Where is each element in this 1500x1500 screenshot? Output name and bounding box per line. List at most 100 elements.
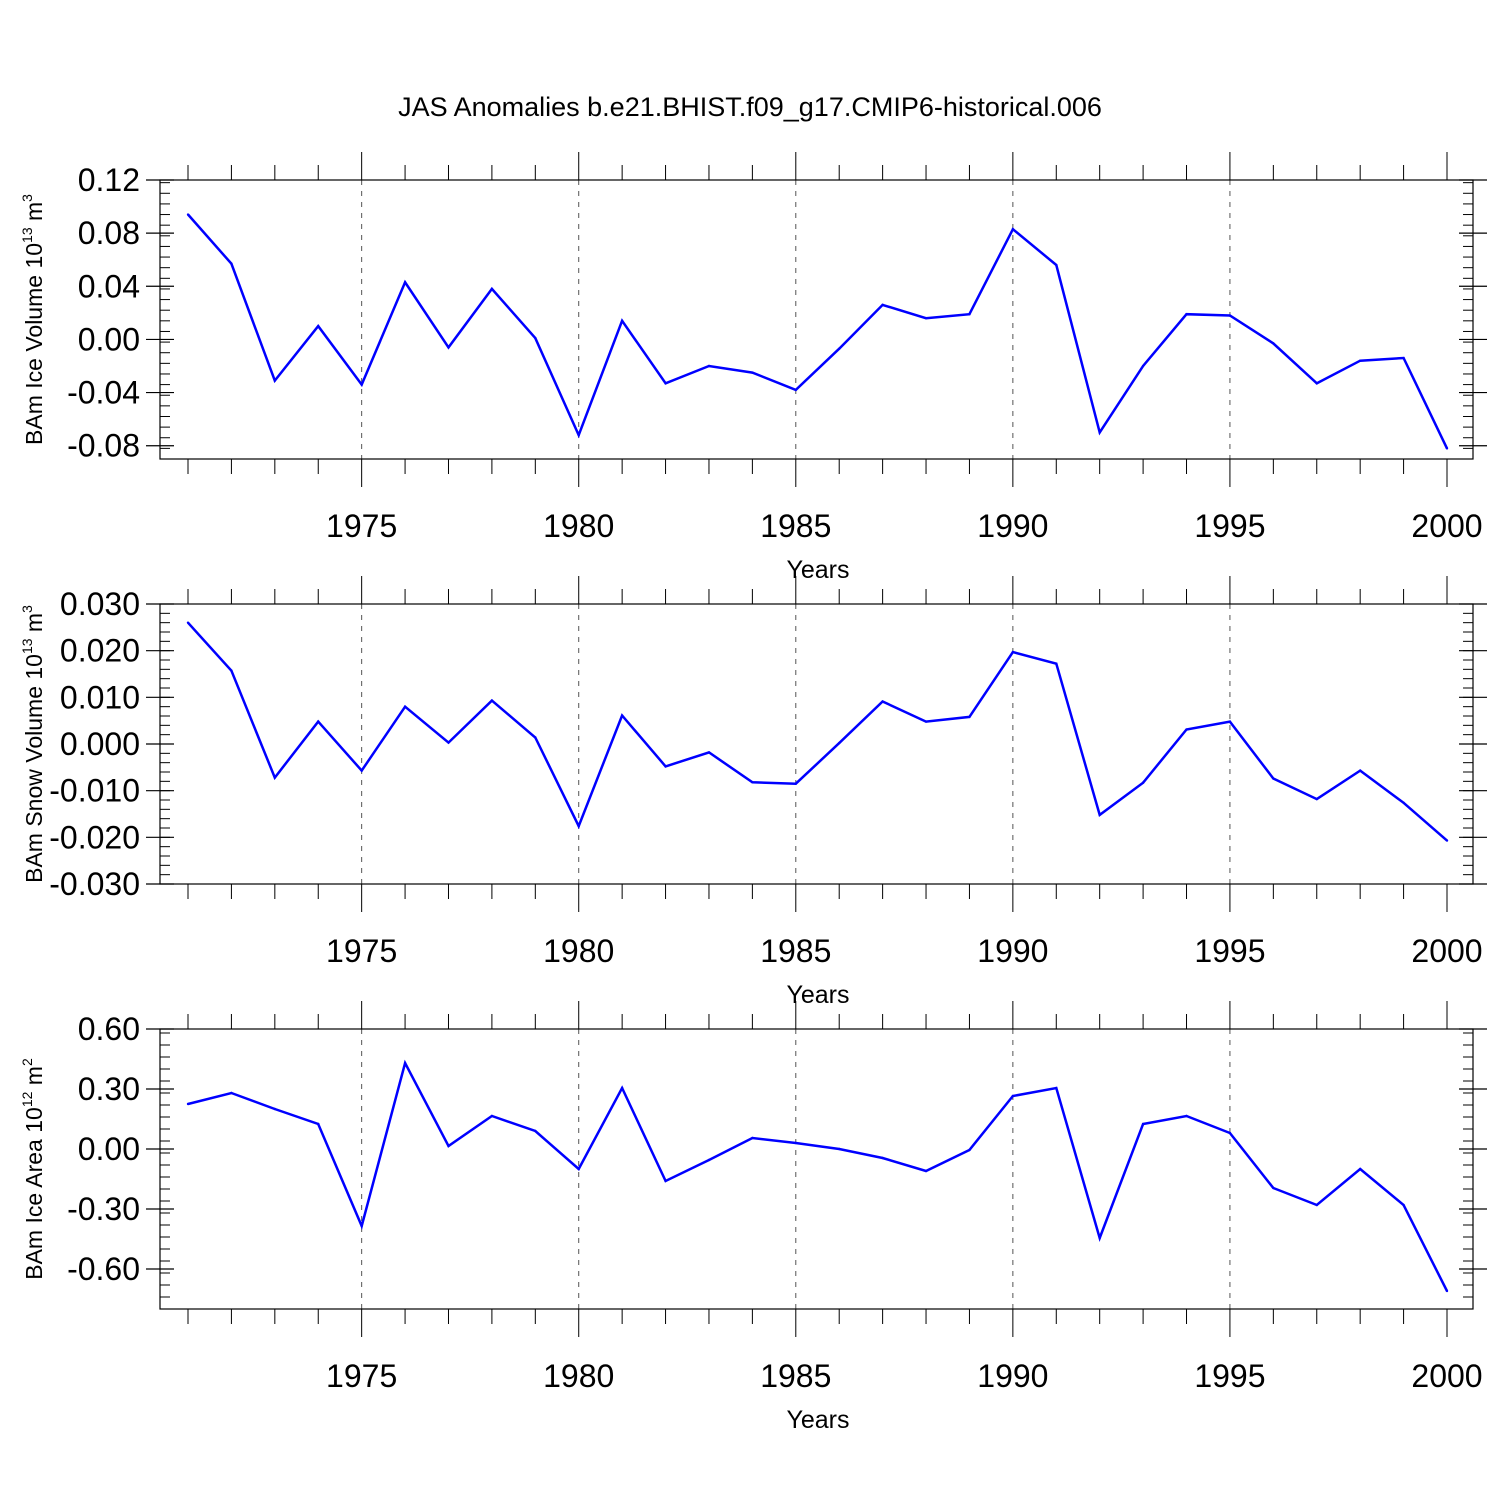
x-axis-title: Years (786, 981, 849, 1009)
data-point (534, 736, 537, 739)
data-point (403, 281, 407, 284)
data-point (1011, 650, 1015, 654)
plot-frame (159, 179, 1474, 460)
data-point (1141, 364, 1145, 368)
data-point (664, 1179, 667, 1183)
x-tick-label: 1975 (326, 508, 397, 544)
data-point (1402, 801, 1405, 804)
data-point (273, 1107, 277, 1111)
data-point (620, 319, 624, 323)
y-tick-label: -0.30 (67, 1191, 140, 1227)
y-tick-label: -0.08 (67, 428, 140, 464)
panels: 0.12 0.08 0.04 0.00 -0.04 -0.08 1975 1980 1985 19… (19, 152, 1487, 1434)
data-point (1185, 312, 1188, 316)
data-point (1228, 314, 1232, 317)
y-axis-title: BAm Snow Volume 1013 m3 (19, 605, 47, 883)
data-point (968, 715, 971, 719)
data-point (1358, 769, 1362, 772)
data-point (490, 287, 494, 291)
data-point (1272, 1186, 1275, 1190)
data-point (360, 383, 363, 386)
data-point (1272, 777, 1275, 780)
y-tick-label: 0.60 (78, 1011, 140, 1047)
y-tick-label: 0.30 (78, 1071, 140, 1107)
x-tick-label: 1995 (1194, 933, 1265, 969)
data-point (1228, 1131, 1232, 1135)
x-tick-label: 1990 (977, 1358, 1048, 1394)
data-point (230, 262, 233, 265)
data-point (403, 705, 407, 708)
y-tick-label: 0.00 (78, 1131, 140, 1167)
data-point (1315, 797, 1318, 801)
data-point (447, 346, 450, 349)
x-tick-label: 2000 (1411, 508, 1482, 544)
data-point (1358, 1167, 1362, 1171)
data-point (1272, 342, 1275, 345)
data-point (1098, 431, 1101, 434)
data-point (534, 336, 537, 340)
data-point (1055, 1086, 1058, 1090)
x-tick-label: 1995 (1194, 1358, 1265, 1394)
y-axis-title-text: m (21, 613, 47, 639)
data-point (881, 700, 884, 703)
y-tick-label: 0.010 (60, 679, 140, 715)
y-axis-title-superscript: 2 (19, 1058, 35, 1066)
x-tick-label: 1990 (977, 508, 1048, 544)
data-point (664, 765, 667, 768)
y-tick-label: -0.020 (49, 819, 140, 855)
y-axis-title-superscript: 3 (19, 605, 35, 613)
y-tick-label: 0.04 (78, 268, 140, 304)
x-tick-label: 1985 (760, 933, 831, 969)
data-point (317, 324, 320, 328)
data-point (707, 751, 711, 754)
data-point (490, 1114, 494, 1118)
data-point (838, 347, 841, 350)
data-point (881, 303, 884, 307)
data-point (838, 1147, 841, 1151)
y-tick-label: 0.000 (60, 726, 140, 762)
data-point (577, 824, 580, 828)
data-point (1098, 1236, 1101, 1240)
data-point (534, 1129, 537, 1133)
data-point (317, 1122, 320, 1126)
data-point (707, 1158, 711, 1162)
x-tick-label: 2000 (1411, 933, 1482, 969)
x-axis-title: Years (786, 1406, 849, 1434)
data-point (317, 720, 320, 723)
x-tick-label: 1980 (543, 508, 614, 544)
data-point (273, 379, 277, 382)
data-point (968, 1148, 971, 1152)
data-point (1141, 781, 1145, 784)
y-axis-title-text: m (21, 1066, 47, 1092)
y-axis-title: BAm Ice Volume 1013 m3 (19, 194, 47, 445)
x-tick-label: 1985 (760, 1358, 831, 1394)
series-line (187, 213, 1449, 449)
data-point (664, 382, 667, 385)
x-tick-label: 1990 (977, 933, 1048, 969)
y-axis-title-superscript: 12 (19, 1091, 35, 1107)
x-tick-label: 1985 (760, 508, 831, 544)
data-point (751, 1136, 754, 1140)
data-point (968, 312, 971, 316)
data-point (1185, 1114, 1188, 1118)
data-point (1358, 359, 1362, 362)
data-point (620, 1086, 624, 1090)
data-point (1315, 382, 1318, 385)
data-point (924, 1169, 928, 1173)
data-point (1445, 839, 1449, 842)
y-axis-title-text: BAm Snow Volume 10 (21, 654, 47, 883)
y-tick-label: 0.00 (78, 321, 140, 357)
data-point (577, 1167, 580, 1171)
data-point (881, 1156, 884, 1160)
panel-1: 0.12 0.08 0.04 0.00 -0.04 -0.08 1975 1980 1985 19… (19, 152, 1487, 584)
data-point (1011, 227, 1015, 231)
x-tick-label: 2000 (1411, 1358, 1482, 1394)
series-line (187, 1059, 1449, 1292)
y-tick-label: -0.04 (67, 375, 140, 411)
data-point (1402, 356, 1405, 360)
y-tick-label: 0.030 (60, 586, 140, 622)
data-point (1055, 662, 1058, 665)
data-point (838, 741, 841, 745)
y-tick-label: -0.60 (67, 1251, 140, 1287)
data-point (186, 213, 190, 216)
